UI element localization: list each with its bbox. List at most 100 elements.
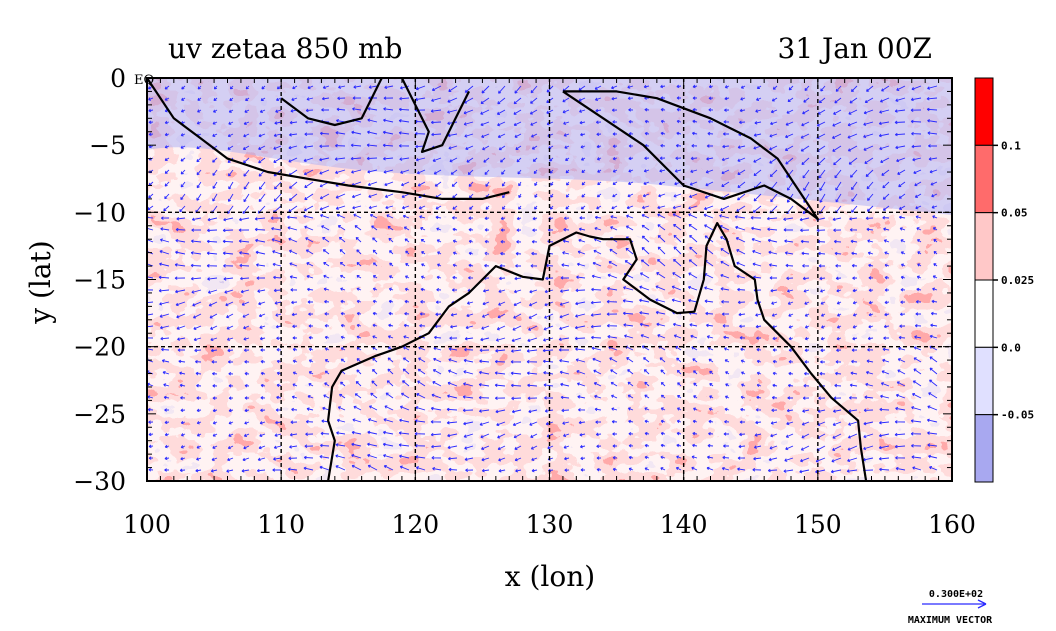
- wind-vector: [736, 261, 746, 267]
- wind-vector: [497, 133, 506, 139]
- wind-vector: [559, 370, 570, 375]
- wind-vector: [769, 276, 778, 280]
- wind-vector: [658, 181, 666, 186]
- wind-vector: [324, 370, 330, 375]
- wind-vector: [769, 145, 778, 151]
- wind-vector: [180, 396, 186, 400]
- wind-vector: [196, 433, 202, 437]
- wind-vector: [832, 133, 842, 139]
- wind-vector: [591, 346, 602, 351]
- wind-vector: [498, 301, 506, 306]
- wind-vector: [164, 193, 170, 200]
- wind-vector: [914, 324, 922, 328]
- colorbar-label: -0.05: [1001, 409, 1034, 422]
- wind-vector: [912, 157, 922, 162]
- wind-vector: [319, 205, 330, 211]
- wind-vector: [721, 466, 730, 471]
- wind-vector: [863, 433, 874, 439]
- wind-vector: [659, 357, 666, 363]
- wind-vector: [693, 407, 698, 411]
- wind-vector: [772, 359, 778, 364]
- wind-vector: [383, 454, 394, 459]
- wind-vector: [867, 251, 874, 255]
- wind-vector: [849, 383, 858, 387]
- wind-vector: [340, 381, 346, 387]
- wind-vector: [800, 228, 810, 233]
- wind-vector: [819, 371, 826, 376]
- y-tick-labels: 0−5−10−15−20−25−30: [73, 64, 126, 496]
- wind-vector: [305, 237, 314, 243]
- x-tick-label: 140: [660, 510, 708, 539]
- wind-vector: [303, 169, 314, 176]
- wind-vector: [448, 456, 458, 461]
- wind-vector: [644, 394, 650, 399]
- wind-vector: [720, 248, 730, 255]
- wind-vector: [788, 336, 794, 341]
- wind-vector: [769, 133, 778, 138]
- wind-vector: [308, 335, 314, 340]
- wind-vector: [306, 274, 314, 279]
- wind-vector: [738, 312, 746, 317]
- wind-vector: [258, 133, 266, 138]
- wind-vector: [196, 457, 202, 461]
- wind-vector: [930, 311, 938, 316]
- wind-vector: [820, 85, 826, 92]
- wind-vector: [737, 467, 746, 471]
- wind-vector: [258, 445, 266, 450]
- wind-vector: [575, 347, 586, 351]
- wind-vector: [880, 394, 890, 399]
- wind-vector: [513, 433, 522, 439]
- wind-vector: [526, 349, 538, 353]
- wind-vector: [767, 227, 778, 232]
- wind-vector: [513, 121, 522, 127]
- wind-vector: [611, 205, 618, 210]
- wind-vector: [484, 216, 490, 221]
- wind-vector: [784, 457, 794, 462]
- wind-vector: [737, 287, 746, 292]
- wind-vector: [354, 225, 362, 231]
- wind-vector: [466, 313, 474, 318]
- wind-vector: [576, 262, 586, 267]
- wind-vector: [863, 145, 874, 151]
- wind-vector: [340, 335, 346, 339]
- wind-vector: [494, 396, 506, 400]
- wind-vector: [627, 193, 634, 198]
- wind-vector: [514, 445, 522, 450]
- wind-vector: [752, 205, 762, 213]
- wind-vector: [594, 215, 602, 220]
- wind-vector: [257, 289, 266, 293]
- wind-vector: [164, 408, 170, 412]
- wind-vector: [289, 249, 298, 255]
- wind-vector: [852, 276, 858, 280]
- wind-vector: [737, 181, 746, 189]
- wind-vector: [518, 205, 522, 210]
- wind-vector: [180, 456, 186, 461]
- wind-vector: [611, 108, 618, 112]
- wind-vector: [273, 288, 282, 293]
- wind-vector: [436, 227, 442, 231]
- wind-vector: [305, 249, 314, 255]
- wind-vector: [881, 169, 890, 176]
- wind-vector: [213, 97, 218, 102]
- wind-vector: [929, 334, 938, 339]
- wind-vector: [772, 371, 778, 376]
- wind-vector: [212, 396, 218, 400]
- wind-vector: [565, 193, 570, 198]
- wind-vector: [836, 301, 842, 305]
- wind-vector: [708, 108, 714, 112]
- wind-vector: [388, 299, 394, 304]
- vector-legend-arrowhead: [977, 599, 987, 609]
- wind-vector: [559, 358, 570, 363]
- wind-vector: [931, 193, 938, 198]
- wind-vector: [399, 157, 410, 161]
- wind-vector: [303, 145, 314, 149]
- wind-vector: [370, 392, 378, 399]
- wind-vector: [708, 84, 714, 89]
- wind-vector: [212, 157, 218, 163]
- wind-vector: [837, 313, 842, 317]
- wind-vector: [351, 453, 362, 459]
- wind-vector: [612, 181, 618, 185]
- wind-vector: [367, 130, 378, 135]
- wind-vector: [709, 395, 714, 399]
- wind-vector: [242, 457, 250, 462]
